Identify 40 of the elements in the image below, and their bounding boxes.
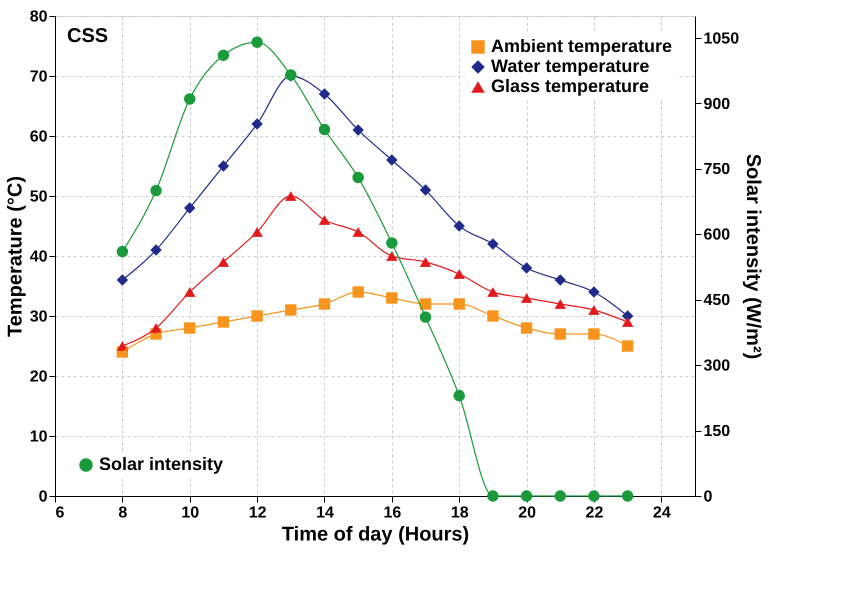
x-tick-label: 20 — [518, 504, 536, 522]
y-tick-label: 20 — [30, 368, 48, 386]
y-tick-label: 60 — [30, 128, 48, 146]
y-tick-label: 50 — [30, 188, 48, 206]
y-axis-title: Temperature (°C) — [4, 176, 27, 337]
y-tick-label: 0 — [38, 488, 48, 506]
x-tick-label: 10 — [181, 504, 200, 522]
y2-tick-label: 750 — [704, 161, 730, 178]
point — [116, 274, 128, 286]
y-tick-label: 10 — [30, 428, 48, 446]
y2-tick-label: 1050 — [704, 30, 740, 48]
annotation: CSS — [67, 25, 108, 47]
point — [622, 340, 634, 352]
y2-axis-title: Solar intensity (W/m²) — [742, 154, 764, 360]
x-tick-label: 6 — [56, 504, 64, 522]
point — [116, 246, 128, 258]
y2-tick-label: 900 — [704, 96, 730, 113]
x-tick-label: 24 — [652, 504, 671, 522]
legend-label: Solar intensity — [99, 454, 224, 474]
x-tick-label: 18 — [450, 504, 469, 522]
x-tick-label: 16 — [383, 504, 402, 522]
y2-tick-label: 600 — [704, 226, 730, 244]
point — [622, 317, 634, 327]
y-tick-label: 70 — [30, 68, 48, 86]
y-tick-label: 40 — [30, 248, 48, 266]
y-tick-label: 80 — [30, 8, 48, 26]
y2-tick-label: 150 — [704, 423, 730, 440]
y-tick-label: 30 — [30, 308, 48, 326]
legend-label: Glass temperature — [491, 76, 650, 96]
y2-tick-label: 450 — [704, 292, 730, 310]
x-axis-title: Time of day (Hours) — [282, 524, 470, 546]
x-tick-label: 22 — [586, 504, 604, 522]
y2-tick-label: 300 — [704, 358, 730, 375]
legend-label: Ambient temperature — [491, 36, 672, 56]
x-tick-label: 14 — [316, 504, 334, 522]
point — [622, 490, 634, 502]
legend-label: Water temperature — [491, 56, 650, 76]
y2-tick-label: 0 — [704, 488, 712, 506]
x-tick-label: 12 — [248, 504, 267, 522]
x-tick-label: 8 — [118, 504, 128, 522]
